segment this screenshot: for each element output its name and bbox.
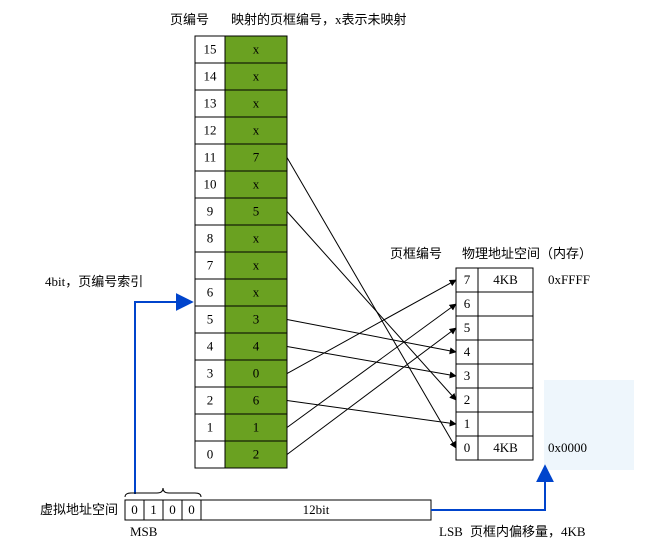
frame-val: 4KB bbox=[493, 272, 518, 287]
page-idx: 0 bbox=[207, 447, 214, 462]
page-idx: 4 bbox=[207, 339, 214, 354]
page-val: x bbox=[253, 96, 260, 111]
addr-bit: 0 bbox=[188, 502, 195, 517]
page-idx: 2 bbox=[207, 393, 214, 408]
addr-bit: 1 bbox=[150, 502, 157, 517]
page-val: x bbox=[253, 177, 260, 192]
frame-header: 页框编号 bbox=[390, 246, 442, 261]
frame-idx: 3 bbox=[464, 368, 471, 383]
brace-icon bbox=[125, 488, 201, 497]
page-val: x bbox=[253, 285, 260, 300]
frame-idx: 5 bbox=[464, 320, 471, 335]
page-val: x bbox=[253, 123, 260, 138]
frame-idx: 6 bbox=[464, 296, 471, 311]
page-val: x bbox=[253, 42, 260, 57]
bits12-label: 12bit bbox=[303, 502, 330, 517]
phys-header: 物理地址空间（内存） bbox=[462, 246, 592, 261]
page-idx: 12 bbox=[204, 123, 217, 138]
page-val: 4 bbox=[253, 339, 260, 354]
mapping-header: 映射的页框编号，x表示未映射 bbox=[231, 12, 407, 27]
diagram-svg: 15x14x13x12x11710x958x7x6x53443026110274… bbox=[0, 0, 650, 540]
index-label: 4bit，页编号索引 bbox=[45, 274, 143, 289]
addr-bit: 0 bbox=[131, 502, 138, 517]
mapping-arrow bbox=[287, 304, 456, 428]
page-idx: 15 bbox=[204, 42, 217, 57]
page-val: x bbox=[253, 69, 260, 84]
lsb-label: LSB bbox=[439, 524, 463, 539]
page-val: 1 bbox=[253, 420, 260, 435]
page-val: 7 bbox=[253, 150, 260, 165]
page-idx: 14 bbox=[204, 69, 218, 84]
page-idx: 9 bbox=[207, 204, 214, 219]
page-idx: 13 bbox=[204, 96, 217, 111]
frame-idx: 4 bbox=[464, 344, 471, 359]
page-idx: 7 bbox=[207, 258, 214, 273]
frame-idx: 0 bbox=[464, 440, 471, 455]
virt-space-label: 虚拟地址空间 bbox=[40, 502, 118, 517]
mapping-arrow bbox=[287, 347, 456, 377]
page-val: 3 bbox=[253, 312, 260, 327]
page-idx: 11 bbox=[204, 150, 217, 165]
page-idx: 3 bbox=[207, 366, 214, 381]
mapping-arrow bbox=[287, 280, 456, 374]
lsb-arrow bbox=[431, 466, 545, 510]
page-val: 2 bbox=[253, 447, 260, 462]
msb-label: MSB bbox=[130, 524, 158, 539]
addr-bit: 0 bbox=[169, 502, 176, 517]
page-idx: 8 bbox=[207, 231, 214, 246]
page-idx: 5 bbox=[207, 312, 214, 327]
page-val: 5 bbox=[253, 204, 260, 219]
page-val: x bbox=[253, 258, 260, 273]
page-val: x bbox=[253, 231, 260, 246]
frame-idx: 2 bbox=[464, 392, 471, 407]
frame-idx: 1 bbox=[464, 416, 471, 431]
offset-label: 页框内偏移量，4KB bbox=[470, 524, 586, 539]
page-idx: 10 bbox=[204, 177, 217, 192]
page-val: 6 bbox=[253, 393, 260, 408]
msb-arrow bbox=[135, 302, 192, 494]
page-idx: 1 bbox=[207, 420, 214, 435]
watermark-block bbox=[544, 380, 634, 470]
frame-idx: 7 bbox=[464, 272, 471, 287]
frame-val: 4KB bbox=[493, 440, 518, 455]
addr-hi: 0xFFFF bbox=[548, 272, 590, 287]
page-idx: 6 bbox=[207, 285, 214, 300]
mapping-arrow bbox=[287, 328, 456, 455]
addr-lo: 0x0000 bbox=[548, 440, 587, 455]
page-val: 0 bbox=[253, 366, 260, 381]
page-num-header: 页编号 bbox=[170, 12, 209, 27]
